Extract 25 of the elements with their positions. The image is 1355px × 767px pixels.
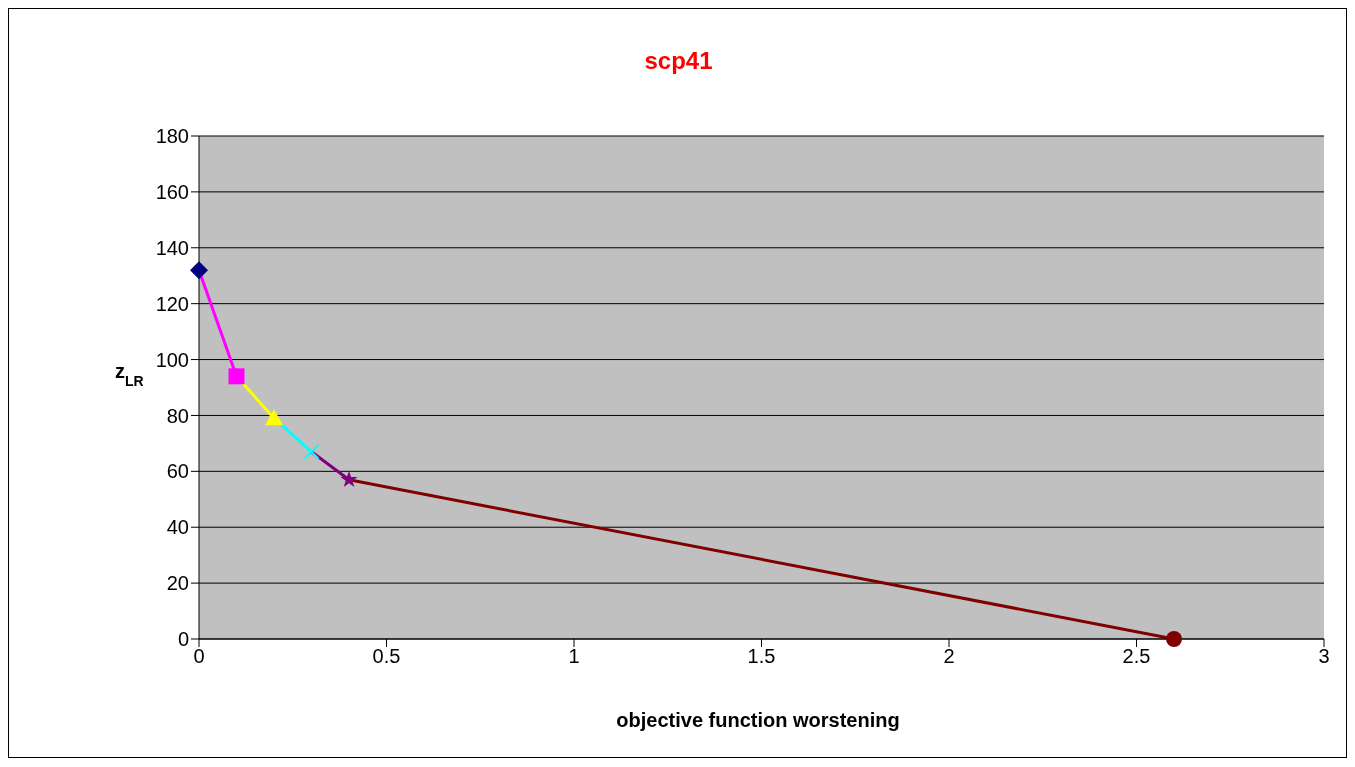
x-axis-title: objective function worstening [615,709,901,732]
point [228,368,245,385]
x-tick-label: 2.5 [1122,645,1151,668]
y-tick-label: 100 [155,348,189,371]
y-tick-label: 140 [155,236,189,259]
y-tick-label: 120 [155,292,189,315]
point [340,470,358,487]
y-tick-label: 40 [166,516,189,539]
chart-title: scp41 [643,47,714,75]
y-tick-label: 160 [155,180,189,203]
x-tick-label: 1.5 [747,645,776,668]
x-tick-label: 3 [1318,645,1330,668]
x-tick-label: 2 [943,645,955,668]
y-tick-label: 180 [155,125,189,148]
x-tick-label: 1 [568,645,580,668]
y-tick-label: 0 [177,628,189,651]
y-axis-title: z$_{LR}$ [115,359,144,389]
point [1166,631,1182,647]
point [190,261,208,280]
y-tick-label: 20 [166,572,189,595]
point [303,443,320,460]
x-tick-label: 0 [193,645,205,668]
x-tick-label: 0.5 [372,645,401,668]
y-tick-label: 80 [166,404,189,427]
y-tick-label: 60 [166,460,189,483]
